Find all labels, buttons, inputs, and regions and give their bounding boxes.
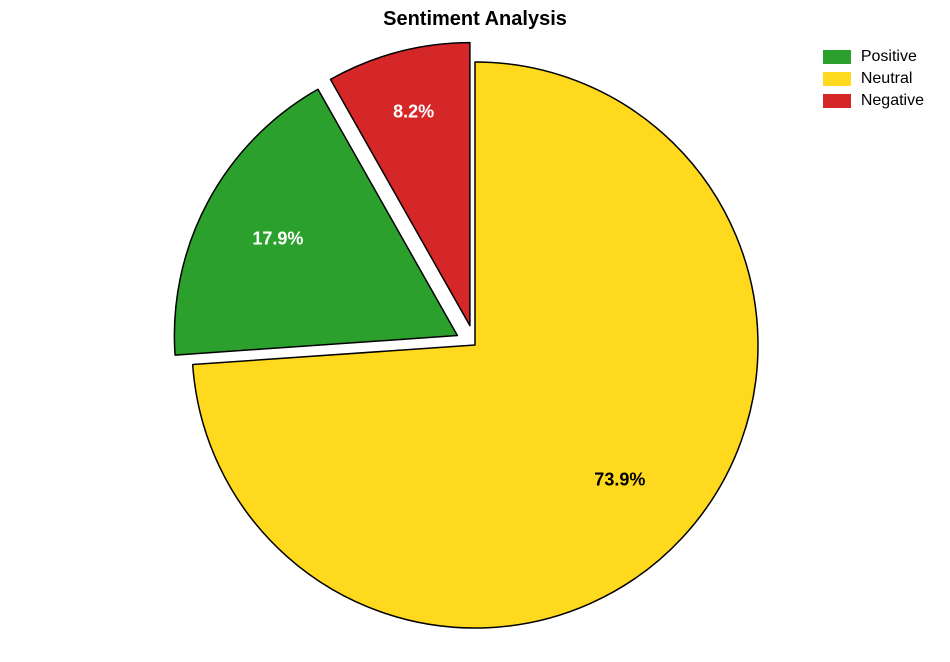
- legend-label-positive: Positive: [861, 48, 917, 66]
- legend: Positive Neutral Negative: [823, 48, 924, 114]
- slice-label-positive: 17.9%: [252, 229, 303, 250]
- legend-label-negative: Negative: [861, 92, 924, 110]
- legend-swatch-positive: [823, 50, 851, 64]
- legend-item-positive: Positive: [823, 48, 924, 66]
- legend-swatch-negative: [823, 94, 851, 108]
- pie-slices-group: [174, 43, 758, 628]
- pie-chart-svg: [0, 0, 950, 662]
- legend-item-neutral: Neutral: [823, 70, 924, 88]
- legend-swatch-neutral: [823, 72, 851, 86]
- legend-item-negative: Negative: [823, 92, 924, 110]
- chart-container: Sentiment Analysis 73.9%17.9%8.2% Positi…: [0, 0, 950, 662]
- slice-label-negative: 8.2%: [393, 102, 434, 123]
- legend-label-neutral: Neutral: [861, 70, 913, 88]
- slice-label-neutral: 73.9%: [594, 470, 645, 491]
